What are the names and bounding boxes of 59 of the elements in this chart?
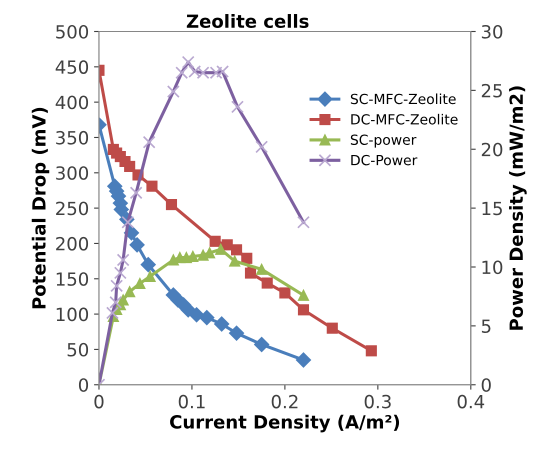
point [180, 302, 196, 318]
legend-label: DC-MFC-Zeolite [351, 114, 458, 125]
point [210, 236, 221, 247]
y-tick-label: 500 [56, 24, 88, 39]
y2-axis-title: Power Density (mW/m2) [509, 86, 527, 330]
point [279, 287, 290, 298]
y2-tick-label: 0 [482, 378, 491, 392]
point [241, 252, 252, 264]
point [189, 307, 204, 322]
point [124, 286, 136, 298]
y2-tick-label: 30 [482, 24, 502, 39]
y2-tick-label: 25 [482, 84, 502, 98]
point [262, 277, 273, 289]
y-tick-label: 400 [56, 96, 88, 110]
y2-tick-label: 15 [482, 202, 502, 216]
y-axis-title: Potential Drop (mV) [32, 108, 50, 308]
y-tick-label: 0 [78, 378, 88, 392]
point [228, 326, 244, 341]
y-tick-label: 300 [56, 166, 88, 180]
chart-title: Zeolite cells [186, 14, 309, 28]
x-tick-label: 0.2 [272, 394, 298, 408]
legend-label: DC-Power [351, 154, 418, 166]
point [146, 180, 158, 192]
y2-tick-label: 5 [482, 320, 490, 333]
point [298, 304, 310, 316]
point [230, 244, 242, 256]
legend-label: SC-MFC-Zeolite [350, 93, 456, 104]
point [298, 290, 310, 301]
y2-tick-label: 20 [482, 142, 502, 156]
point [214, 316, 230, 332]
x-tick-label: 0.1 [178, 394, 205, 408]
point [130, 237, 145, 252]
point [244, 268, 256, 279]
point [215, 244, 226, 255]
x-tick-label: 0 [94, 394, 104, 408]
point [140, 257, 156, 272]
point [199, 310, 214, 326]
point [256, 264, 268, 275]
y-tick-label: 450 [56, 60, 88, 74]
y-tick-label: 150 [56, 272, 88, 286]
point [166, 199, 178, 210]
point [366, 345, 377, 356]
y-tick-label: 50 [68, 342, 88, 357]
y-tick-label: 100 [56, 308, 88, 322]
point [254, 336, 270, 352]
point [124, 160, 136, 172]
point [296, 352, 312, 368]
point [326, 322, 338, 334]
x-tick-label: 0.4 [458, 394, 484, 408]
x-tick-label: 0.3 [364, 394, 391, 408]
point [134, 278, 146, 290]
y-tick-label: 250 [56, 202, 88, 216]
point [144, 270, 156, 282]
y2-tick-label: 10 [482, 260, 502, 274]
y-tick-label: 200 [56, 236, 88, 251]
x-axis-title: Current Density (A/m²) [170, 414, 400, 432]
point [229, 256, 240, 267]
y-tick-label: 350 [56, 130, 88, 145]
legend-label: SC-power [350, 134, 416, 148]
